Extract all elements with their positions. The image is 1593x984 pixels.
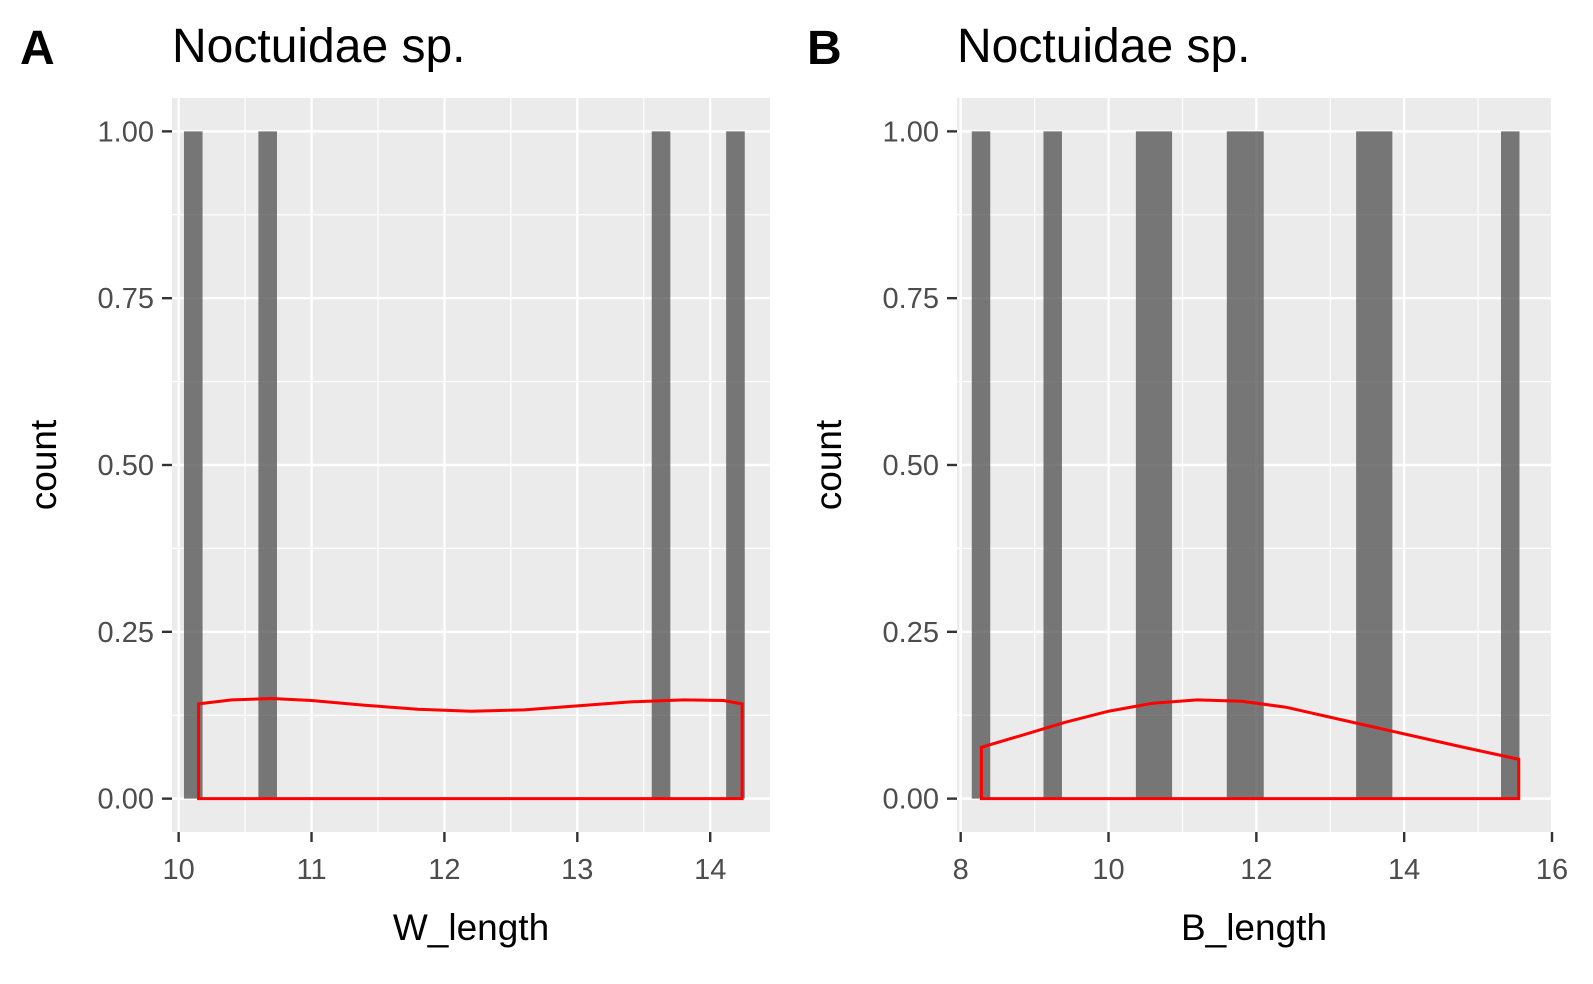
histogram-bar: [651, 131, 671, 799]
x-tick-label: 10: [1092, 854, 1124, 886]
x-tick-label: 10: [163, 854, 195, 886]
histogram-bar: [1501, 131, 1520, 799]
y-tick-label: 1.00: [883, 116, 939, 148]
histogram-bar: [1043, 131, 1062, 799]
histogram-bar: [1135, 131, 1173, 799]
panel-a-bars: [183, 131, 745, 799]
panel-a-tag: A: [20, 22, 55, 75]
x-tick-label: 11: [296, 854, 326, 886]
panel-b-tag: B: [807, 22, 842, 75]
histogram-bar: [258, 131, 277, 799]
y-tick-label: 0.75: [98, 283, 154, 315]
y-tick-label: 0.75: [883, 283, 939, 315]
histogram-bar: [971, 131, 991, 799]
x-tick-label: 16: [1536, 854, 1568, 886]
y-tick-label: 0.00: [883, 784, 939, 816]
y-tick-label: 0.25: [883, 617, 939, 649]
panel-b-bars: [971, 131, 1520, 799]
panel-b-y-axis-title: count: [808, 419, 849, 510]
panel-b: B Noctuidae sp. 0.00 0.25 0.50 0.75 1.00 8 10…: [807, 20, 1568, 948]
panel-a-y-axis: 0.00 0.25 0.50 0.75 1.00: [98, 116, 172, 816]
histogram-bar: [726, 131, 745, 799]
panel-a-title: Noctuidae sp.: [172, 20, 466, 73]
x-tick-label: 13: [561, 854, 593, 886]
y-tick-label: 0.50: [883, 450, 939, 482]
panel-a: A Noctuidae sp. 0.000.250.500.751.00 10 1…: [20, 20, 770, 948]
histogram-bar: [1356, 131, 1393, 799]
panel-b-x-axis: 8 10 12 14 16: [953, 832, 1568, 886]
x-tick-label: 8: [953, 854, 969, 886]
y-tick-label: 0.00: [98, 784, 154, 816]
x-tick-label: 12: [1240, 854, 1272, 886]
panel-b-y-axis: 0.00 0.25 0.50 0.75 1.00: [883, 116, 957, 816]
panel-a-y-axis-title: count: [23, 419, 64, 510]
panel-b-x-axis-title: B_length: [1181, 907, 1327, 948]
panel-a-x-axis-title: W_length: [393, 907, 549, 948]
y-tick-label: 0.50: [98, 450, 154, 482]
y-tick-label: 1.00: [98, 116, 154, 148]
panel-b-density-curve: [979, 698, 1521, 801]
y-tick-label: 0.25: [98, 617, 154, 649]
histogram-bar: [1226, 131, 1264, 799]
panel-a-x-axis: 10 11 12 13 14: [163, 832, 726, 886]
x-tick-label: 14: [1388, 854, 1420, 886]
panel-a-density-curve: [197, 697, 744, 801]
x-tick-label: 14: [694, 854, 726, 886]
histogram-bar: [183, 131, 203, 799]
panel-b-title: Noctuidae sp.: [957, 20, 1251, 73]
x-tick-label: 12: [428, 854, 460, 886]
